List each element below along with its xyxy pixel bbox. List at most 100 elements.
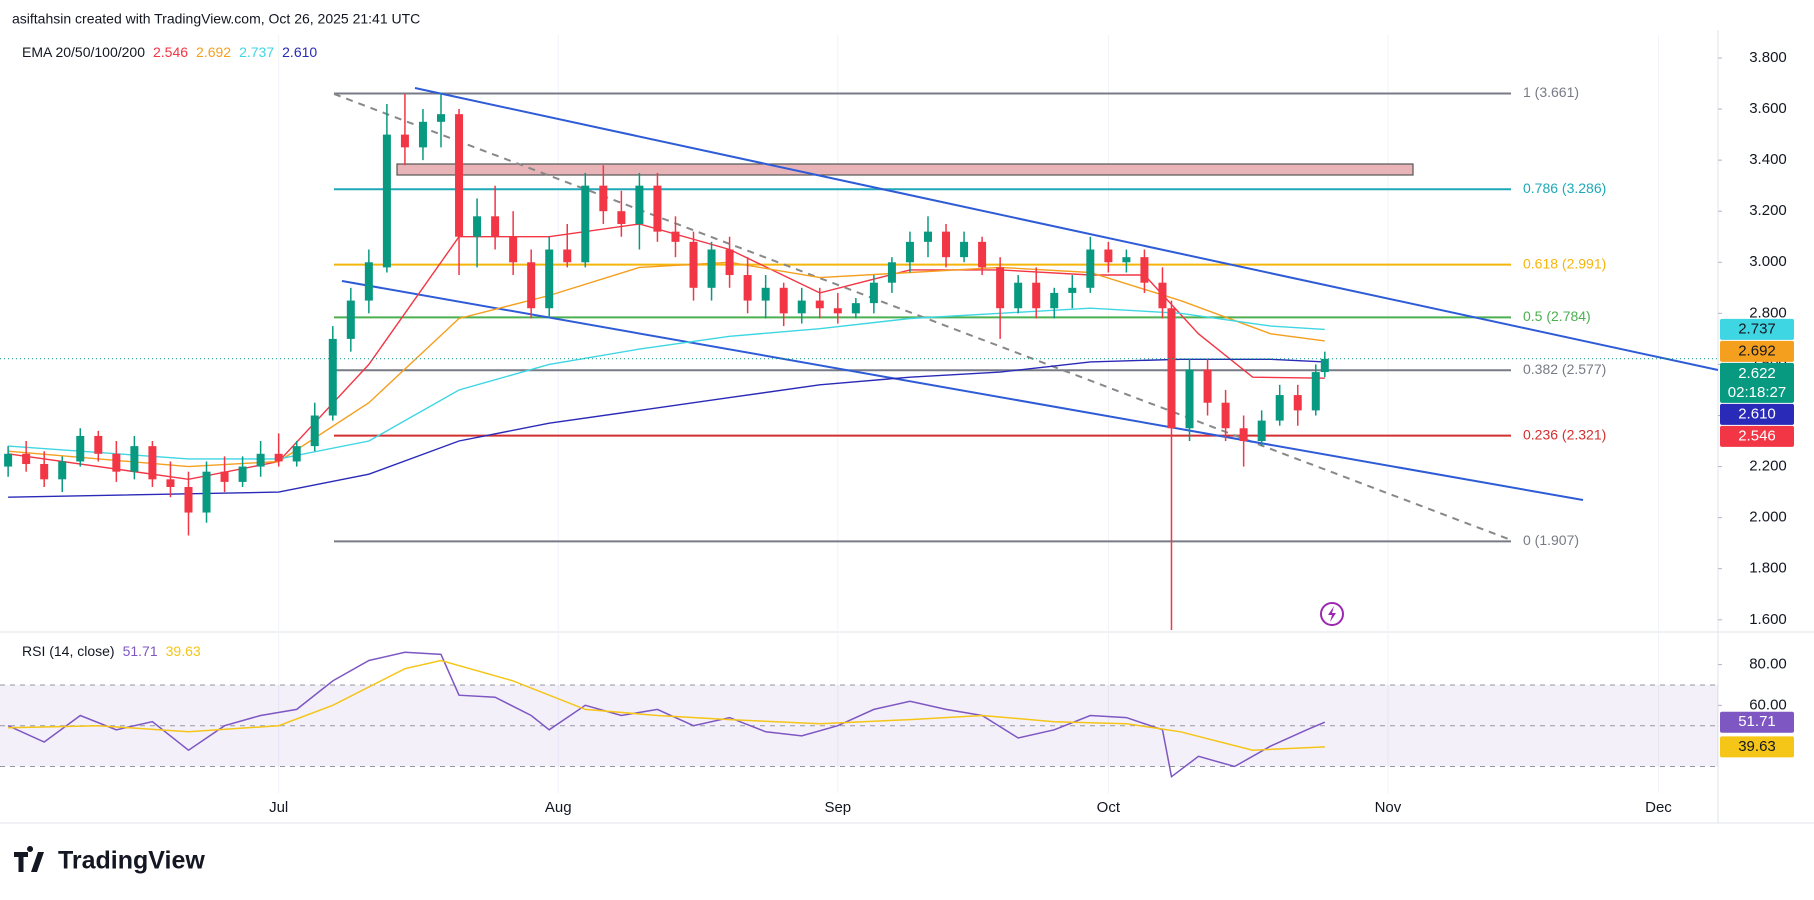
candle-body [94, 435, 103, 454]
candle-body [310, 415, 319, 447]
candle-body [400, 134, 409, 148]
fib-label: 0.5 (2.784) [1523, 308, 1591, 324]
candle-body [491, 216, 500, 237]
candle-body [1257, 420, 1266, 442]
candle-body [887, 262, 896, 283]
candle-body [996, 267, 1005, 309]
price-tag-label: 2.610 [1738, 405, 1776, 422]
price-tag-label: 2.546 [1738, 427, 1776, 444]
price-tag [1720, 736, 1794, 758]
logo: TradingView [14, 846, 205, 875]
y-tick-label: 3.200 [1749, 202, 1787, 219]
price-tag-label: 2.737 [1738, 320, 1776, 337]
candle-body [4, 453, 13, 467]
x-tick-label: Oct [1097, 799, 1121, 816]
candle-body [779, 287, 788, 314]
candle-body [274, 453, 283, 462]
y-tick-label: 2.200 [1749, 458, 1787, 475]
candle-body [905, 241, 914, 263]
candle-body [599, 185, 608, 212]
x-tick-label: Nov [1375, 799, 1402, 816]
channel-upper [414, 87, 1719, 371]
price-tag-label: 39.63 [1738, 738, 1776, 755]
rsi-legend-title: RSI (14, close) [22, 643, 115, 659]
price-tag-label: 2.692 [1738, 342, 1776, 359]
candle-body [545, 249, 554, 309]
candle-body [76, 435, 85, 462]
candle-body [869, 282, 878, 304]
rsi-legend: RSI (14, close) 51.71 39.63 [22, 643, 201, 659]
candle-body [473, 216, 482, 237]
candle-body [1140, 257, 1149, 283]
candle-body [725, 249, 734, 276]
lightning-icon [1320, 602, 1344, 626]
candle-body [184, 486, 193, 513]
candle-body [1221, 402, 1230, 429]
fib-label: 0.236 (2.321) [1523, 426, 1606, 442]
y-tick-label: 3.800 [1749, 49, 1787, 66]
rsi-legend-value: 51.71 [123, 643, 158, 659]
candle-body [1014, 282, 1023, 309]
candle-body [960, 241, 969, 258]
candle-body [851, 303, 860, 314]
candle-body [256, 453, 265, 467]
icon-bolt [1328, 606, 1336, 622]
candle-body [671, 231, 680, 242]
ema-line [8, 358, 1325, 498]
candle-body [1068, 287, 1077, 293]
candle-body [1320, 358, 1329, 373]
price-tag [1720, 425, 1794, 447]
ema-line [8, 307, 1325, 460]
candle-body [689, 241, 698, 288]
candle-body [1086, 249, 1095, 288]
fib-label: 0.618 (2.991) [1523, 255, 1606, 271]
price-tag [1720, 362, 1794, 403]
candle-body [1167, 308, 1176, 429]
candle-body [455, 114, 464, 237]
price-tag-label: 2.622 [1738, 365, 1776, 382]
candle-body [923, 231, 932, 242]
trend-diagonal [333, 93, 1512, 541]
candle-body [1185, 369, 1194, 429]
header: asiftahsin created with TradingView.com,… [12, 11, 420, 27]
candle-body [1158, 282, 1167, 309]
candle-body [1203, 369, 1212, 403]
candle-body [707, 249, 716, 288]
candle-body [418, 121, 427, 148]
candle-body [202, 471, 211, 513]
candle-body [112, 453, 121, 472]
x-tick-label: Sep [824, 799, 851, 816]
y-tick-label: 1.800 [1749, 560, 1787, 577]
candle-body [292, 446, 301, 462]
candle-body [563, 249, 572, 263]
candle-body [166, 479, 175, 487]
candle-body [364, 262, 373, 301]
fib-label: 0.382 (2.577) [1523, 361, 1606, 377]
y-tick-label: 3.000 [1749, 253, 1787, 270]
fib-label: 0 (1.907) [1523, 532, 1579, 548]
price-tag [1720, 403, 1794, 425]
candle-body [130, 446, 139, 472]
candle-body [58, 461, 67, 480]
legend-value: 2.610 [282, 44, 317, 60]
candle-body [797, 300, 806, 314]
price-tag [1720, 711, 1794, 733]
candle-body [1239, 428, 1248, 442]
candle-body [527, 262, 536, 309]
candle-body [1122, 257, 1131, 263]
rsi-line [7, 651, 1326, 779]
legend-title: EMA 20/50/100/200 [22, 44, 145, 60]
icon-circle [1320, 602, 1344, 626]
fib-label: 1 (3.661) [1523, 84, 1579, 100]
x-tick-label: Jul [269, 799, 288, 816]
y-tick-label: 80.00 [1749, 656, 1787, 673]
x-tick-label: Dec [1645, 799, 1672, 816]
legend-value: 2.692 [196, 44, 231, 60]
legend-value: 2.546 [153, 44, 188, 60]
candle-body [635, 185, 644, 224]
candle-body [942, 231, 951, 258]
candle-body [1050, 292, 1059, 309]
